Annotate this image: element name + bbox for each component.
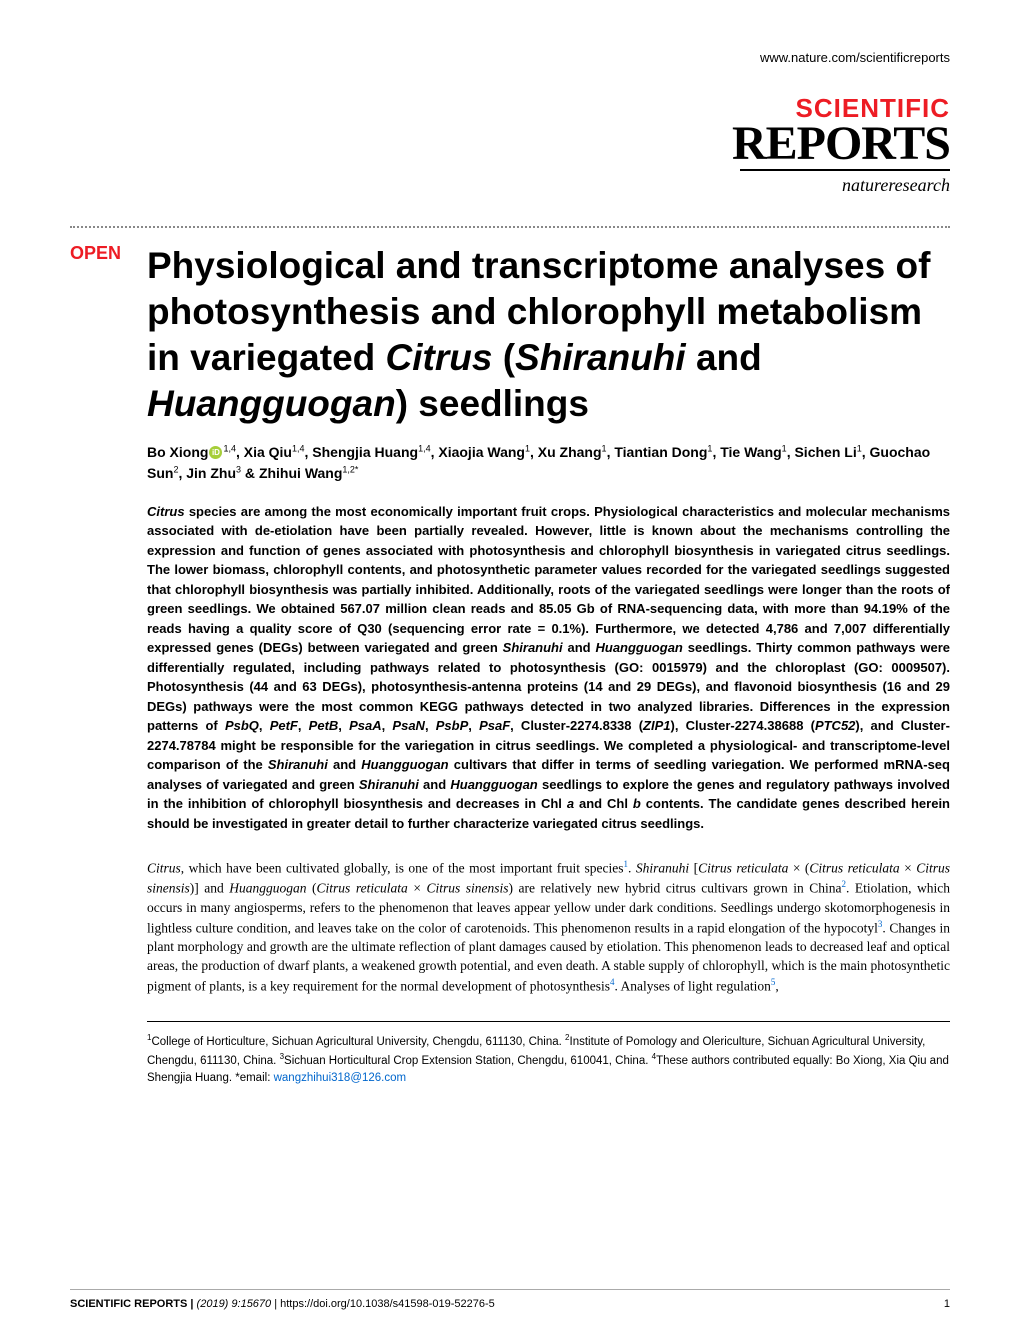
page-footer: SCIENTIFIC REPORTS | (2019) 9:15670 | ht… [70, 1289, 950, 1310]
footer-year-vol: (2019) 9:15670 [197, 1298, 275, 1310]
author-6: Tie Wang1 [720, 444, 786, 460]
dotted-separator [70, 226, 950, 228]
ref-1[interactable]: 1 [624, 859, 629, 869]
author-7: Sichen Li1 [794, 444, 861, 460]
author-5: Tiantian Dong1 [614, 444, 712, 460]
orcid-icon[interactable] [209, 446, 222, 459]
open-badge-text: OPEN [70, 243, 121, 263]
affiliations: 1College of Horticulture, Sichuan Agricu… [147, 1021, 950, 1087]
author-4: Xu Zhang1 [538, 444, 607, 460]
title-italic1: Citrus [386, 337, 493, 378]
ref-2[interactable]: 2 [841, 879, 846, 889]
introduction-text: Citrus, which have been cultivated globa… [147, 858, 950, 996]
footer-citation: SCIENTIFIC REPORTS | (2019) 9:15670 | ht… [70, 1298, 495, 1310]
corresponding-email[interactable]: wangzhihui318@126.com [274, 1072, 407, 1084]
title-italic3: Huangguogan [147, 383, 396, 424]
journal-publisher: natureresearch [70, 175, 950, 196]
title-italic2: Shiranuhi [515, 337, 686, 378]
title-part4: ) seedlings [396, 383, 589, 424]
author-9: Jin Zhu3 [186, 465, 241, 481]
journal-logo: SCIENTIFIC REPORTS natureresearch [70, 95, 950, 196]
open-access-badge: OPEN [70, 243, 135, 1088]
footer-doi: | https://doi.org/10.1038/s41598-019-522… [274, 1298, 495, 1310]
header-url: www.nature.com/scientificreports [70, 50, 950, 65]
ref-4[interactable]: 4 [610, 977, 615, 987]
ref-5[interactable]: 5 [771, 977, 776, 987]
title-part3: and [686, 337, 762, 378]
title-part2: ( [492, 337, 515, 378]
author-3: Xiaojia Wang1 [438, 444, 530, 460]
ref-3[interactable]: 3 [878, 919, 883, 929]
footer-journal: SCIENTIFIC REPORTS [70, 1298, 187, 1310]
author-10: Zhihui Wang1,2* [259, 465, 358, 481]
author-2: Shengjia Huang1,4 [312, 444, 430, 460]
author-1: Xia Qiu1,4 [244, 444, 305, 460]
journal-name-line2: REPORTS [70, 121, 950, 167]
authors-list: Bo Xiong1,4, Xia Qiu1,4, Shengjia Huang1… [147, 442, 950, 484]
article-title: Physiological and transcriptome analyses… [147, 243, 950, 428]
page-number: 1 [944, 1298, 950, 1310]
author-0: Bo Xiong1,4 [147, 444, 236, 460]
abstract: Citrus species are among the most econom… [147, 502, 950, 834]
